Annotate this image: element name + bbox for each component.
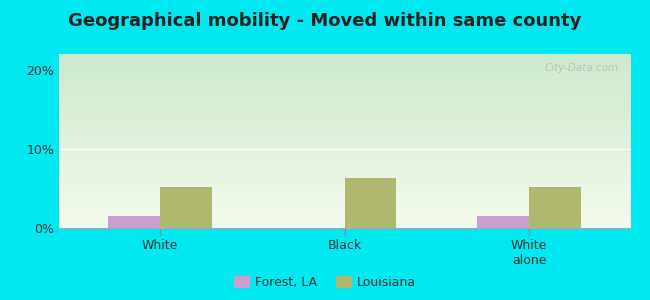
Bar (477, 216, 529, 228)
Legend: Forest, LA, Louisiana: Forest, LA, Louisiana (229, 271, 421, 294)
Text: City-Data.com: City-Data.com (545, 63, 619, 73)
Bar (344, 178, 396, 228)
Text: Geographical mobility - Moved within same county: Geographical mobility - Moved within sam… (68, 12, 582, 30)
Bar (529, 187, 580, 228)
Bar (160, 187, 212, 228)
Bar (109, 216, 160, 228)
